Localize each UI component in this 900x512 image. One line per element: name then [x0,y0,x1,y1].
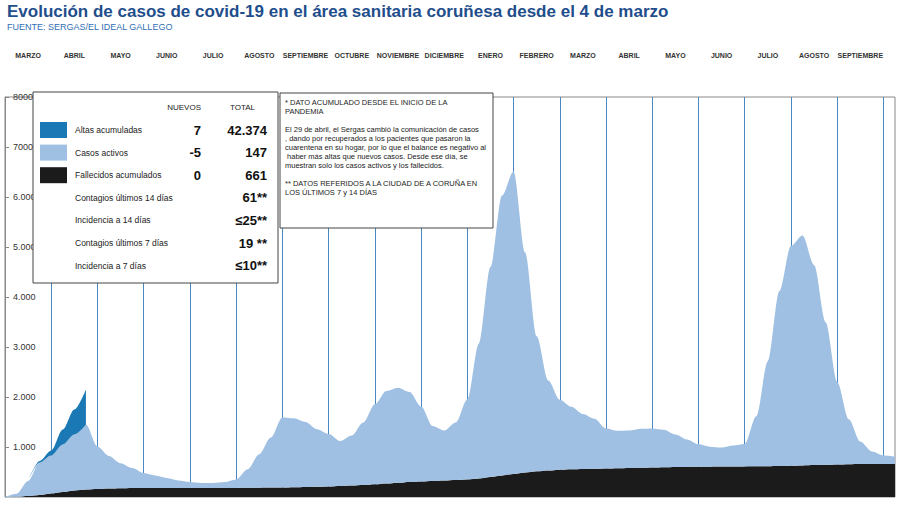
svg-text:1.000: 1.000 [13,442,36,452]
svg-text:Evolución de casos de covid-19: Evolución de casos de covid-19 en el áre… [7,2,668,21]
svg-text:AGOSTO: AGOSTO [799,52,830,59]
svg-text:OCTUBRE: OCTUBRE [334,52,369,59]
svg-text:2.000: 2.000 [13,392,36,402]
svg-text:MARZO: MARZO [15,52,41,59]
svg-text:JUNIO: JUNIO [711,52,733,59]
svg-text:≤10**: ≤10** [235,258,268,273]
svg-text:ENERO: ENERO [478,52,503,59]
svg-text:LOS ÚLTIMOS 7 y 14 DÍAS: LOS ÚLTIMOS 7 y 14 DÍAS [285,188,377,197]
svg-text:AGOSTO: AGOSTO [244,52,275,59]
svg-text:FEBRERO: FEBRERO [520,52,555,59]
svg-text:JULIO: JULIO [203,52,224,59]
svg-text:Incidencia a 14 días: Incidencia a 14 días [75,215,151,225]
svg-text:147: 147 [245,145,267,160]
svg-text:JUNIO: JUNIO [156,52,178,59]
svg-text:NOVIEMBRE: NOVIEMBRE [377,52,420,59]
svg-text:Altas acumuladas: Altas acumuladas [75,125,142,135]
svg-text:661: 661 [245,168,267,183]
svg-text:19 **: 19 ** [239,236,268,251]
svg-text:≤25**: ≤25** [235,213,268,228]
svg-text:Casos activos: Casos activos [75,148,128,158]
svg-text:NUEVOS: NUEVOS [167,103,201,112]
svg-text:-5: -5 [189,145,201,160]
svg-text:cuarentena en su hogar, por lo: cuarentena en su hogar, por lo que el ba… [285,143,486,152]
svg-text:MAYO: MAYO [110,52,131,59]
svg-text:7: 7 [194,123,201,138]
svg-text:MAYO: MAYO [665,52,686,59]
svg-text:El 29 de abril, el Sergas camb: El 29 de abril, el Sergas cambió la comu… [285,125,479,134]
svg-text:Contagios últimos 14 días: Contagios últimos 14 días [75,193,173,203]
svg-text:ABRIL: ABRIL [64,52,86,59]
svg-text:61**: 61** [242,190,268,205]
svg-text:8000: 8000 [13,92,33,102]
svg-text:Contagios últimos 7 días: Contagios últimos 7 días [75,238,168,248]
svg-text:ABRIL: ABRIL [618,52,640,59]
svg-text:JULIO: JULIO [758,52,779,59]
svg-text:, dando por recuperados a los: , dando por recuperados a los pacientes … [285,134,473,143]
svg-text:DICIEMBRE: DICIEMBRE [425,52,465,59]
svg-text:TOTAL: TOTAL [230,103,256,112]
svg-text:MARZO: MARZO [570,52,596,59]
svg-text:6.000: 6.000 [13,192,36,202]
svg-text:* DATO ACUMULADO DESDE EL INIC: * DATO ACUMULADO DESDE EL INICIO DE LA [285,98,449,107]
svg-text:42.374: 42.374 [227,123,268,138]
svg-text:Incidencia a 7 días: Incidencia a 7 días [75,261,146,271]
svg-text:3.000: 3.000 [13,342,36,352]
svg-text:FUENTE: SERGAS/EL IDEAL GALLEG: FUENTE: SERGAS/EL IDEAL GALLEGO [7,22,172,32]
svg-text:4.000: 4.000 [13,292,36,302]
svg-text:** DATOS REFERIDOS A LA CIUDAD: ** DATOS REFERIDOS A LA CIUDAD DE A CORU… [285,179,479,188]
svg-text:7000: 7000 [13,142,33,152]
svg-text:SEPTIEMBRE: SEPTIEMBRE [283,52,329,59]
svg-text:Fallecidos acumulados: Fallecidos acumulados [75,170,161,180]
svg-text:PANDEMIA: PANDEMIA [285,107,324,116]
svg-text:haber más altas que nuevos cas: haber más altas que nuevos casos. Desde … [285,152,470,161]
svg-text:0: 0 [194,168,201,183]
svg-text:5.000: 5.000 [13,242,36,252]
svg-text:muestran solo los casos activo: muestran solo los casos activos y los fa… [285,161,444,170]
svg-text:SEPTIEMBRE: SEPTIEMBRE [838,52,884,59]
